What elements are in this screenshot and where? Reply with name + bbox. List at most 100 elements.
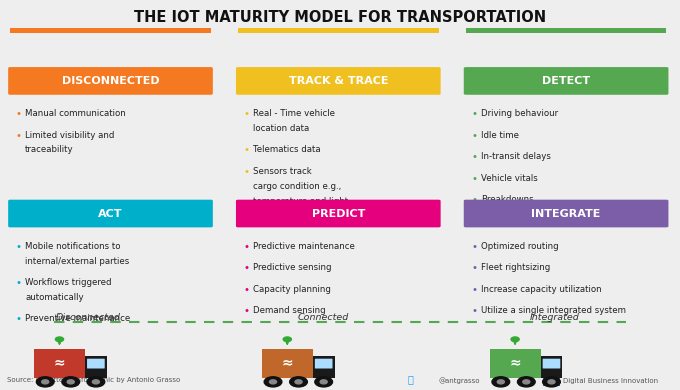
Circle shape xyxy=(290,377,307,387)
Text: •: • xyxy=(243,167,250,177)
Text: •: • xyxy=(471,242,477,252)
Text: Limited visibility and: Limited visibility and xyxy=(25,131,114,140)
FancyBboxPatch shape xyxy=(85,356,107,378)
Circle shape xyxy=(36,377,54,387)
Text: Mobile notifications to: Mobile notifications to xyxy=(25,242,120,251)
Text: •: • xyxy=(16,278,22,288)
Text: •: • xyxy=(16,131,22,141)
Text: @antgrasso: @antgrasso xyxy=(439,378,480,384)
Text: temperature and light: temperature and light xyxy=(253,197,348,206)
FancyBboxPatch shape xyxy=(34,349,85,378)
Circle shape xyxy=(511,337,520,342)
Circle shape xyxy=(62,377,80,387)
Text: •: • xyxy=(471,174,477,184)
Text: ACT: ACT xyxy=(98,209,123,218)
Circle shape xyxy=(41,380,49,384)
Text: •: • xyxy=(471,216,477,227)
Text: cargo condition e.g.,: cargo condition e.g., xyxy=(253,182,341,191)
Circle shape xyxy=(295,380,302,384)
Text: •: • xyxy=(471,306,477,316)
Text: Increase capacity utilization: Increase capacity utilization xyxy=(481,285,601,294)
Text: Breakdowns: Breakdowns xyxy=(481,195,533,204)
Text: location data: location data xyxy=(253,124,309,133)
Text: 🐦: 🐦 xyxy=(408,374,414,384)
Text: Sensors track: Sensors track xyxy=(253,167,311,176)
Text: Idle time: Idle time xyxy=(481,131,519,140)
Text: Connected: Connected xyxy=(297,313,349,322)
Text: Temperature breaches: Temperature breaches xyxy=(481,216,577,225)
Text: PREDICT: PREDICT xyxy=(311,209,365,218)
Text: Workflows triggered: Workflows triggered xyxy=(25,278,112,287)
Text: •: • xyxy=(243,263,250,273)
Text: TRACK & TRACE: TRACK & TRACE xyxy=(288,76,388,86)
FancyBboxPatch shape xyxy=(466,28,666,33)
FancyBboxPatch shape xyxy=(464,67,668,95)
Text: •: • xyxy=(243,306,250,316)
Text: Driving behaviour: Driving behaviour xyxy=(481,109,558,118)
Circle shape xyxy=(315,377,333,387)
Text: •: • xyxy=(243,242,250,252)
Text: •: • xyxy=(471,263,477,273)
Text: •: • xyxy=(16,109,22,119)
Text: traceability: traceability xyxy=(25,145,74,154)
FancyBboxPatch shape xyxy=(8,200,213,227)
Text: DISCONNECTED: DISCONNECTED xyxy=(62,76,159,86)
Text: ≈: ≈ xyxy=(54,355,65,369)
Text: •: • xyxy=(243,285,250,295)
Text: •: • xyxy=(16,314,22,324)
Text: ≈: ≈ xyxy=(282,355,293,369)
Text: Capacity planning: Capacity planning xyxy=(253,285,331,294)
Text: Preventive maintenance: Preventive maintenance xyxy=(25,314,131,323)
Circle shape xyxy=(497,380,505,384)
Text: •: • xyxy=(471,285,477,295)
FancyBboxPatch shape xyxy=(8,67,213,95)
FancyBboxPatch shape xyxy=(464,200,668,227)
Text: DETECT: DETECT xyxy=(542,76,590,86)
Circle shape xyxy=(523,380,530,384)
FancyBboxPatch shape xyxy=(490,349,541,378)
Text: INTEGRATE: INTEGRATE xyxy=(531,209,601,218)
Text: •: • xyxy=(243,109,250,119)
FancyBboxPatch shape xyxy=(541,356,562,378)
Text: Demand sensing: Demand sensing xyxy=(253,306,326,315)
Text: automatically: automatically xyxy=(25,293,84,302)
Text: DBI: DBI xyxy=(547,379,556,384)
Text: •: • xyxy=(471,131,477,141)
Text: •: • xyxy=(243,145,250,156)
Text: Fleet rightsizing: Fleet rightsizing xyxy=(481,263,550,272)
Circle shape xyxy=(320,380,327,384)
Circle shape xyxy=(269,380,277,384)
Circle shape xyxy=(284,337,291,342)
Text: Disconnected: Disconnected xyxy=(56,313,121,322)
Text: internal/external parties: internal/external parties xyxy=(25,257,129,266)
Circle shape xyxy=(265,377,282,387)
Circle shape xyxy=(548,380,555,384)
Circle shape xyxy=(543,377,560,387)
Text: Manual communication: Manual communication xyxy=(25,109,126,118)
Text: Predictive sensing: Predictive sensing xyxy=(253,263,331,272)
Text: •: • xyxy=(16,242,22,252)
FancyBboxPatch shape xyxy=(313,356,335,378)
Text: Vehicle vitals: Vehicle vitals xyxy=(481,174,537,183)
FancyBboxPatch shape xyxy=(543,359,560,369)
FancyBboxPatch shape xyxy=(543,377,560,386)
Circle shape xyxy=(55,337,63,342)
Text: •: • xyxy=(471,195,477,205)
Text: Integrated: Integrated xyxy=(529,313,579,322)
Text: In-transit delays: In-transit delays xyxy=(481,152,551,161)
Text: Real - Time vehicle: Real - Time vehicle xyxy=(253,109,335,118)
Text: Predictive maintenance: Predictive maintenance xyxy=(253,242,355,251)
FancyBboxPatch shape xyxy=(236,200,441,227)
FancyBboxPatch shape xyxy=(262,349,313,378)
Circle shape xyxy=(87,377,105,387)
FancyBboxPatch shape xyxy=(238,28,439,33)
Text: THE IOT MATURITY MODEL FOR TRANSPORTATION: THE IOT MATURITY MODEL FOR TRANSPORTATIO… xyxy=(134,10,546,25)
Circle shape xyxy=(517,377,535,387)
Text: ≈: ≈ xyxy=(509,355,521,369)
FancyBboxPatch shape xyxy=(315,359,333,369)
Text: •: • xyxy=(471,109,477,119)
Text: Utilize a single integrated system: Utilize a single integrated system xyxy=(481,306,626,315)
Circle shape xyxy=(92,380,99,384)
Text: Optimized routing: Optimized routing xyxy=(481,242,558,251)
Circle shape xyxy=(67,380,74,384)
